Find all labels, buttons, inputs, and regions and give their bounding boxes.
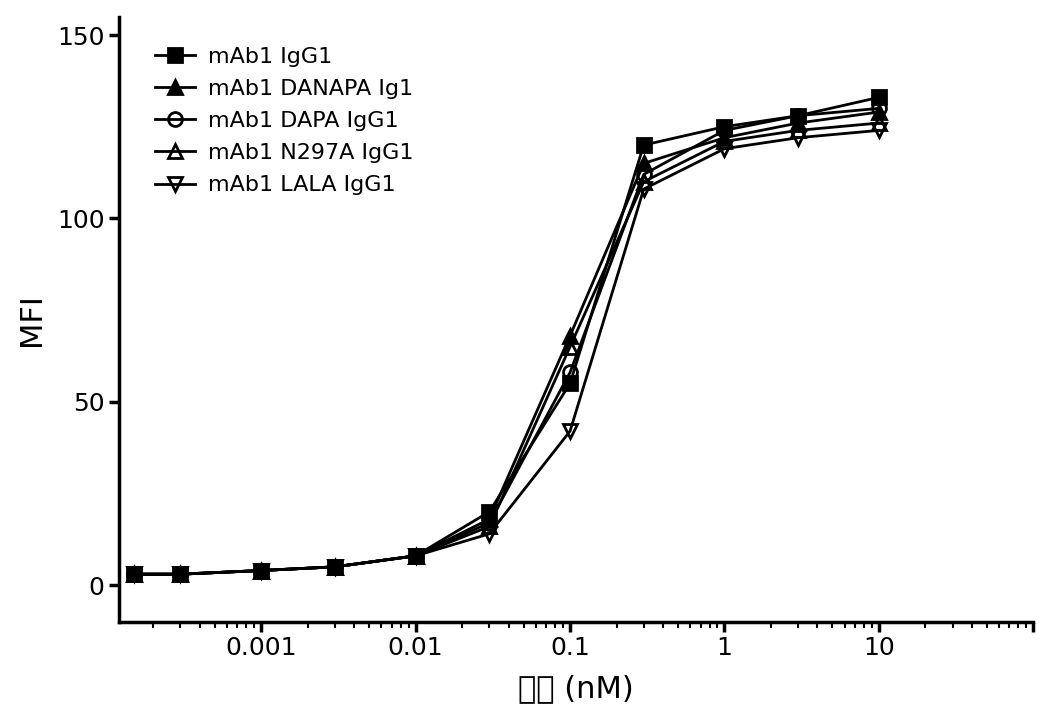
mAb1 DANAPA Ig1 xyxy=(792,119,804,127)
mAb1 DANAPA Ig1 xyxy=(483,515,496,523)
mAb1 IgG1 xyxy=(483,508,496,516)
mAb1 DANAPA Ig1 xyxy=(873,108,885,117)
mAb1 LALA IgG1 xyxy=(329,562,341,571)
mAb1 N297A IgG1 xyxy=(637,177,650,186)
mAb1 LALA IgG1 xyxy=(483,529,496,538)
mAb1 IgG1 xyxy=(873,93,885,102)
X-axis label: 浓度 (nM): 浓度 (nM) xyxy=(519,675,634,703)
mAb1 DANAPA Ig1 xyxy=(637,159,650,168)
mAb1 DANAPA Ig1 xyxy=(718,133,731,142)
mAb1 LALA IgG1 xyxy=(637,185,650,194)
mAb1 IgG1 xyxy=(255,566,268,575)
mAb1 IgG1 xyxy=(329,562,341,571)
Line: mAb1 DAPA IgG1: mAb1 DAPA IgG1 xyxy=(127,102,886,581)
mAb1 IgG1 xyxy=(792,112,804,120)
mAb1 LALA IgG1 xyxy=(792,133,804,142)
mAb1 IgG1 xyxy=(564,379,576,388)
mAb1 DANAPA Ig1 xyxy=(128,570,141,578)
mAb1 IgG1 xyxy=(128,570,141,578)
Line: mAb1 IgG1: mAb1 IgG1 xyxy=(127,91,886,581)
mAb1 IgG1 xyxy=(718,122,731,131)
mAb1 N297A IgG1 xyxy=(483,522,496,531)
mAb1 LALA IgG1 xyxy=(564,427,576,436)
mAb1 DAPA IgG1 xyxy=(255,566,268,575)
Line: mAb1 DANAPA Ig1: mAb1 DANAPA Ig1 xyxy=(127,105,886,581)
Line: mAb1 LALA IgG1: mAb1 LALA IgG1 xyxy=(127,123,886,581)
mAb1 DAPA IgG1 xyxy=(718,126,731,135)
mAb1 DANAPA Ig1 xyxy=(564,331,576,340)
mAb1 LALA IgG1 xyxy=(873,126,885,135)
Y-axis label: MFI: MFI xyxy=(17,293,45,346)
mAb1 N297A IgG1 xyxy=(718,137,731,145)
Line: mAb1 N297A IgG1: mAb1 N297A IgG1 xyxy=(127,116,886,581)
mAb1 IgG1 xyxy=(174,570,187,578)
mAb1 LALA IgG1 xyxy=(128,570,141,578)
mAb1 DANAPA Ig1 xyxy=(174,570,187,578)
mAb1 DANAPA Ig1 xyxy=(255,566,268,575)
mAb1 DAPA IgG1 xyxy=(873,104,885,113)
mAb1 DAPA IgG1 xyxy=(410,552,422,560)
mAb1 N297A IgG1 xyxy=(174,570,187,578)
mAb1 DANAPA Ig1 xyxy=(329,562,341,571)
mAb1 LALA IgG1 xyxy=(174,570,187,578)
mAb1 DAPA IgG1 xyxy=(792,112,804,120)
mAb1 N297A IgG1 xyxy=(410,552,422,560)
mAb1 LALA IgG1 xyxy=(255,566,268,575)
mAb1 N297A IgG1 xyxy=(255,566,268,575)
mAb1 DAPA IgG1 xyxy=(564,368,576,377)
mAb1 LALA IgG1 xyxy=(718,145,731,153)
mAb1 LALA IgG1 xyxy=(410,552,422,560)
mAb1 DAPA IgG1 xyxy=(483,518,496,527)
mAb1 N297A IgG1 xyxy=(873,119,885,127)
mAb1 N297A IgG1 xyxy=(128,570,141,578)
mAb1 DAPA IgG1 xyxy=(637,170,650,179)
mAb1 N297A IgG1 xyxy=(329,562,341,571)
mAb1 N297A IgG1 xyxy=(792,126,804,135)
mAb1 DANAPA Ig1 xyxy=(410,552,422,560)
Legend: mAb1 IgG1, mAb1 DANAPA Ig1, mAb1 DAPA IgG1, mAb1 N297A IgG1, mAb1 LALA IgG1: mAb1 IgG1, mAb1 DANAPA Ig1, mAb1 DAPA Ig… xyxy=(148,40,421,202)
mAb1 DAPA IgG1 xyxy=(174,570,187,578)
mAb1 IgG1 xyxy=(410,552,422,560)
mAb1 DAPA IgG1 xyxy=(128,570,141,578)
mAb1 IgG1 xyxy=(637,140,650,149)
mAb1 N297A IgG1 xyxy=(564,343,576,351)
mAb1 DAPA IgG1 xyxy=(329,562,341,571)
